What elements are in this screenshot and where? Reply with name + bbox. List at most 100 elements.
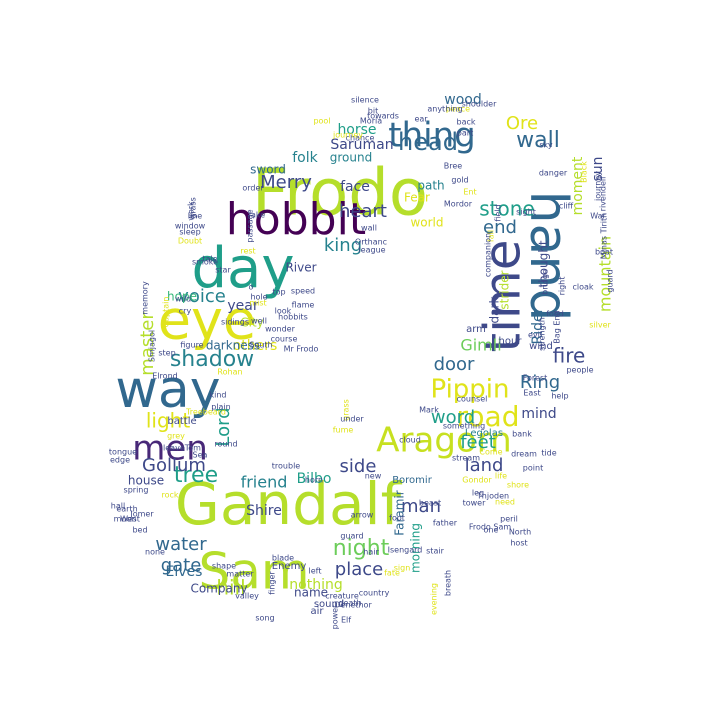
cloud-word: hall — [111, 502, 125, 511]
cloud-word: left — [309, 567, 322, 576]
cloud-word: fire — [553, 344, 586, 368]
cloud-word: name — [294, 586, 328, 600]
cloud-word: flame — [292, 301, 315, 310]
cloud-word: light — [146, 409, 190, 433]
cloud-word: silence — [351, 96, 379, 105]
cloud-word: Minas Tirith — [600, 213, 609, 259]
cloud-word: wonder — [265, 325, 296, 334]
cloud-word: smoke — [192, 258, 218, 267]
cloud-word: cloak — [572, 283, 593, 292]
cloud-word: round — [214, 440, 237, 449]
cloud-word: folk — [292, 150, 318, 166]
cloud-word: death — [338, 599, 361, 608]
cloud-word: cry — [179, 307, 192, 316]
cloud-word: tower — [463, 499, 486, 508]
cloud-word: Gandalf — [175, 470, 403, 538]
cloud-word: grass — [342, 399, 351, 421]
cloud-word: one — [484, 526, 499, 535]
cloud-word: bit — [368, 107, 378, 116]
cloud-word: tale — [202, 255, 217, 264]
cloud-word: night — [333, 536, 390, 561]
cloud-word: Elrond — [152, 372, 177, 381]
cloud-word: eye — [158, 289, 256, 352]
cloud-word: end — [483, 217, 517, 238]
cloud-word: Aragorn — [376, 421, 511, 461]
cloud-word: trouble — [272, 462, 301, 471]
cloud-word: West — [120, 515, 140, 524]
cloud-word: road — [457, 400, 520, 433]
cloud-word: counsel — [457, 395, 488, 404]
cloud-word: mind — [521, 406, 556, 422]
cloud-word: hope — [167, 290, 197, 304]
cloud-word: Black — [580, 161, 589, 183]
cloud-word: time — [474, 240, 532, 353]
cloud-word: hill — [216, 576, 245, 600]
cloud-word: sign — [394, 564, 411, 573]
cloud-word: Gondor — [462, 476, 492, 485]
cloud-word: evening — [430, 583, 439, 615]
cloud-word: shoulder — [462, 100, 497, 109]
cloud-word: sidings — [221, 318, 249, 327]
cloud-word: none — [145, 548, 165, 557]
cloud-word: journey — [594, 171, 603, 202]
cloud-word: Thjoden — [476, 492, 509, 501]
cloud-word: men — [132, 429, 208, 469]
cloud-word: morning — [409, 523, 423, 573]
cloud-word: Frodo — [252, 157, 428, 231]
cloud-word: lake — [249, 211, 265, 220]
cloud-word: friend — [241, 473, 288, 492]
cloud-word: Gimli — [460, 336, 501, 355]
cloud-word: moon — [114, 515, 137, 524]
cloud-word: master — [137, 312, 158, 376]
cloud-word: Orthanc — [355, 238, 387, 247]
cloud-word: plain — [211, 403, 231, 412]
cloud-word: song — [255, 614, 274, 623]
cloud-word: Rider — [530, 307, 546, 344]
cloud-word: Ore — [506, 113, 538, 134]
cloud-word: need — [495, 498, 515, 507]
cloud-word: dark — [488, 297, 502, 324]
cloud-word: beast — [419, 499, 441, 508]
cloud-word: gold — [451, 176, 468, 185]
cloud-word: bed — [132, 526, 147, 535]
cloud-word: mist — [249, 299, 266, 308]
cloud-word: wall — [516, 128, 560, 153]
cloud-word: guard — [606, 269, 615, 292]
cloud-word: back — [456, 118, 475, 127]
cloud-word: grey — [167, 432, 185, 441]
cloud-word: wall — [361, 224, 377, 233]
cloud-word: line — [188, 212, 203, 221]
cloud-word: edge — [110, 456, 130, 465]
cloud-word: thought — [537, 240, 551, 287]
cloud-word: pool — [313, 117, 330, 126]
cloud-word: sun — [590, 156, 606, 181]
cloud-word: work — [187, 201, 196, 221]
cloud-word: Denethor — [334, 601, 372, 610]
cloud-word: day — [191, 236, 294, 301]
cloud-word: guard — [340, 532, 363, 541]
cloud-word: horse — [337, 122, 376, 138]
cloud-word: rivendell — [599, 177, 608, 212]
cloud-word: Mr Frodo — [284, 345, 319, 354]
cloud-word: breath — [444, 570, 453, 596]
cloud-word: Jomer — [129, 510, 154, 519]
cloud-word: stream — [452, 454, 480, 463]
cloud-word: arrow — [351, 511, 374, 520]
cloud-word: air — [310, 606, 324, 617]
cloud-word: father — [433, 519, 458, 528]
cloud-word: Smjagol — [148, 330, 157, 362]
cloud-word: evil — [528, 331, 542, 340]
cloud-word: year — [227, 298, 258, 314]
cloud-word: fume — [333, 426, 354, 435]
cloud-word: Rohan — [217, 368, 242, 377]
cloud-word: Bag End — [553, 310, 562, 343]
cloud-word: memory — [141, 281, 150, 315]
cloud-word: sky — [539, 141, 553, 150]
cloud-word: chance — [346, 134, 375, 143]
cloud-word: darkness — [206, 339, 260, 353]
cloud-word: help — [551, 392, 568, 401]
cloud-word: part — [457, 129, 473, 138]
cloud-word: finger — [268, 571, 277, 595]
cloud-word: East — [523, 389, 540, 398]
cloud-word: battle — [167, 416, 196, 427]
